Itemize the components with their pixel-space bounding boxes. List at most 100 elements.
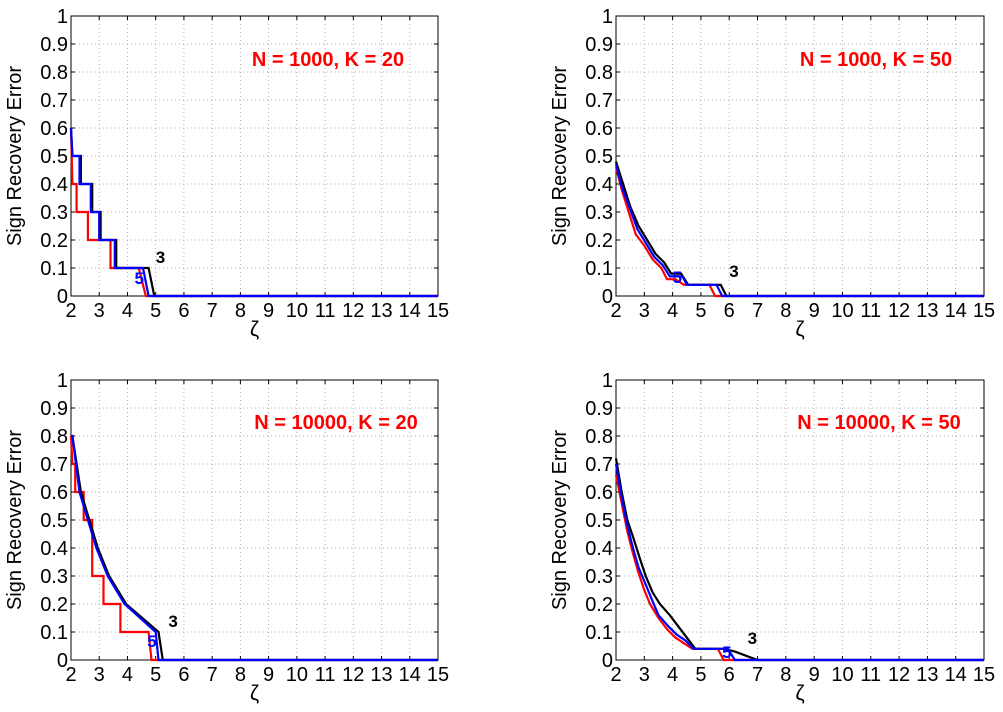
x-tick-label: 9 [263, 664, 274, 686]
curve-label-3: 3 [748, 629, 757, 648]
y-tick-label: 0.7 [40, 90, 68, 112]
y-tick-label: 0.6 [585, 482, 613, 504]
x-tick-label: 15 [427, 664, 449, 686]
x-tick-label: 4 [122, 664, 133, 686]
y-tick-label: 0.5 [40, 146, 68, 168]
y-tick-label: 1 [57, 370, 68, 392]
x-tick-label: 14 [945, 300, 967, 322]
curve-label-5: 5 [135, 269, 144, 288]
x-tick-label: 9 [809, 664, 820, 686]
y-tick-label: 0.2 [585, 594, 613, 616]
y-tick-label: 0.8 [585, 62, 613, 84]
x-tick-label: 5 [695, 300, 706, 322]
x-tick-label: 3 [639, 664, 650, 686]
x-tick-label: 11 [315, 664, 336, 686]
y-tick-label: 0.3 [585, 202, 613, 224]
x-tick-label: 10 [286, 300, 308, 322]
x-tick-label: 7 [207, 664, 218, 686]
x-axis-label: ζ [250, 318, 259, 341]
x-tick-label: 12 [342, 664, 364, 686]
x-tick-label: 6 [178, 300, 189, 322]
y-tick-label: 0.4 [585, 538, 613, 560]
x-tick-label: 12 [888, 664, 910, 686]
x-tick-label: 11 [315, 300, 336, 322]
x-tick-label: 10 [286, 664, 308, 686]
chart-panel-2: 2 3 4 5 6 7 8 9 10 11 12 13 14 1500.10.20.30.40.50.60… [549, 6, 995, 341]
y-tick-label: 0.7 [40, 454, 68, 476]
y-tick-label: 0.4 [40, 538, 68, 560]
x-tick-label: 13 [370, 300, 392, 322]
x-tick-label: 8 [235, 664, 246, 686]
series-line-blue [71, 434, 438, 662]
x-tick-label: 15 [973, 300, 995, 322]
x-tick-label: 8 [780, 300, 791, 322]
chart-title: N = 10000, K = 50 [797, 412, 960, 434]
x-tick-label: 4 [667, 300, 678, 322]
x-tick-label: 9 [809, 300, 820, 322]
y-axis-label: Sign Recovery Error [549, 66, 571, 246]
y-tick-label: 0.8 [40, 426, 68, 448]
y-tick-label: 0.4 [585, 174, 613, 196]
y-tick-label: 0.1 [40, 622, 68, 644]
y-tick-label: 0.3 [40, 202, 68, 224]
x-tick-label: 5 [150, 300, 161, 322]
y-tick-label: 0.9 [40, 398, 68, 420]
x-tick-label: 8 [235, 300, 246, 322]
y-tick-label: 0 [57, 286, 68, 308]
y-tick-label: 0.8 [585, 426, 613, 448]
x-tick-label: 13 [916, 664, 938, 686]
x-tick-label: 12 [888, 300, 910, 322]
x-tick-label: 14 [399, 300, 421, 322]
series-line-black [71, 434, 438, 662]
x-tick-label: 14 [945, 664, 967, 686]
x-tick-label: 13 [916, 300, 938, 322]
series-line-red [69, 127, 438, 298]
y-tick-label: 0.3 [40, 566, 68, 588]
y-tick-label: 0.8 [40, 62, 68, 84]
x-tick-label: 5 [150, 664, 161, 686]
curve-label-3: 3 [156, 248, 165, 267]
x-tick-label: 9 [263, 300, 274, 322]
x-tick-label: 3 [94, 300, 105, 322]
y-tick-label: 0.6 [585, 118, 613, 140]
x-tick-label: 2 [610, 300, 621, 322]
x-tick-label: 15 [973, 664, 995, 686]
y-tick-label: 0 [602, 650, 613, 672]
y-tick-label: 1 [57, 6, 68, 28]
y-tick-label: 0.1 [40, 258, 68, 280]
y-tick-label: 0.3 [585, 566, 613, 588]
y-tick-label: 0.2 [585, 230, 613, 252]
y-tick-label: 0 [57, 650, 68, 672]
series-line-blue [614, 463, 984, 662]
x-tick-label: 2 [65, 300, 76, 322]
x-tick-label: 3 [94, 664, 105, 686]
series-line-blue [614, 164, 984, 298]
y-tick-label: 0.4 [40, 174, 68, 196]
y-tick-label: 0.9 [585, 34, 613, 56]
y-tick-label: 1 [602, 6, 613, 28]
x-tick-label: 6 [724, 300, 735, 322]
y-tick-label: 0.5 [585, 146, 613, 168]
chart-title: N = 1000, K = 20 [252, 49, 404, 71]
x-tick-label: 15 [427, 300, 449, 322]
x-axis-label: ζ [795, 682, 804, 705]
y-tick-label: 0.2 [40, 230, 68, 252]
x-tick-label: 2 [610, 664, 621, 686]
x-tick-label: 10 [831, 664, 853, 686]
chart-panel-1: 2 3 4 5 6 7 8 9 10 11 12 13 14 1500.10.20.30.40.50.60… [4, 6, 449, 341]
y-axis-label: Sign Recovery Error [4, 66, 26, 246]
y-tick-label: 0.7 [585, 454, 613, 476]
y-tick-label: 0.5 [585, 510, 613, 532]
x-tick-label: 8 [780, 664, 791, 686]
x-tick-label: 7 [752, 664, 763, 686]
chart-panel-4: 2 3 4 5 6 7 8 9 10 11 12 13 14 1500.10.20.30.40.50.60… [549, 370, 995, 705]
series-line-red [69, 435, 438, 662]
y-tick-label: 0.1 [585, 622, 613, 644]
series-line-blue [69, 127, 438, 298]
chart-panel-3: 2 3 4 5 6 7 8 9 10 11 12 13 14 1500.10.20.30.40.50.60… [4, 370, 449, 705]
y-tick-label: 0 [602, 286, 613, 308]
curve-label-5: 5 [722, 643, 731, 662]
x-tick-label: 11 [860, 300, 881, 322]
x-tick-label: 4 [122, 300, 133, 322]
